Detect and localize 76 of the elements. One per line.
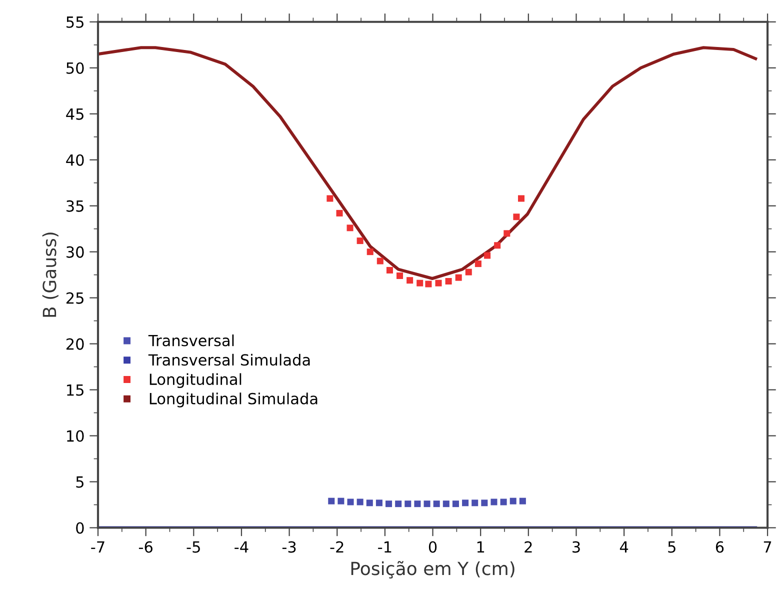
point [346,224,354,232]
point [416,280,424,286]
point [462,500,469,506]
legend-label: Transversal [148,334,234,346]
point [356,498,364,506]
x-tick-label: 5 [668,541,676,553]
point [386,500,392,508]
point [455,274,462,281]
x-tick-label: -2 [330,541,344,553]
y-tick-label: 50 [66,62,84,74]
y-tick-label: 20 [66,338,84,350]
x-tick-label: -7 [91,541,104,553]
point [442,500,450,508]
y-tick-label: 30 [66,246,84,258]
x-tick-label: 7 [764,541,772,553]
x-tick-label: 1 [477,541,484,553]
x-tick-label: -1 [378,541,392,553]
point [465,268,472,276]
point [414,500,421,508]
y-tick-label: 35 [66,200,84,212]
x-tick-label: -3 [282,541,296,553]
legend-label: Longitudinal [150,373,242,388]
line-series [98,46,758,280]
point [406,277,414,284]
point [519,498,526,504]
x-tick-label: 4 [620,541,628,553]
x-tick-label: 6 [716,541,724,553]
point [395,500,402,508]
point [452,500,459,508]
point [386,266,393,274]
point [474,260,482,268]
x-tick-label: -5 [186,541,200,553]
y-tick-label: 10 [67,430,84,442]
point [445,278,452,285]
x-tick-label: -4 [234,541,248,553]
point [472,500,478,506]
point [336,210,343,216]
legend-label: Longitudinal Simulada [150,392,318,408]
point [328,498,335,504]
point [404,500,412,508]
point [366,500,373,506]
y-tick-label: 15 [67,384,84,396]
point [510,498,516,504]
point [490,498,498,506]
y-tick-label: 5 [76,476,84,488]
point [338,498,344,504]
point [494,242,501,249]
x-tick-label: 2 [524,541,532,553]
point [366,248,374,256]
x-tick-label: 3 [572,541,580,553]
point [356,238,364,244]
point [481,500,488,506]
y-tick-label: 55 [66,16,84,28]
x-tick-label: 0 [428,541,437,553]
y-axis-title: B (Gauss) [42,232,58,317]
x-tick-label: -6 [138,541,152,553]
point [396,272,404,279]
point [484,252,491,259]
point [433,500,440,508]
point [424,500,430,508]
point [435,280,442,286]
legend-label: Transversal Simulada [148,354,310,366]
y-tick-label: 0 [76,522,84,534]
point [347,498,354,506]
y-tick-label: 45 [66,108,84,120]
x-axis-title: Posição em Y (cm) [351,561,514,579]
point [504,230,510,237]
y-tick-label: 25 [66,292,84,304]
point [326,195,334,202]
point [500,498,507,506]
point [518,195,524,202]
y-tick-label: 40 [66,154,84,166]
point [376,500,382,506]
point [376,258,384,264]
point [425,280,432,288]
point [513,214,520,220]
